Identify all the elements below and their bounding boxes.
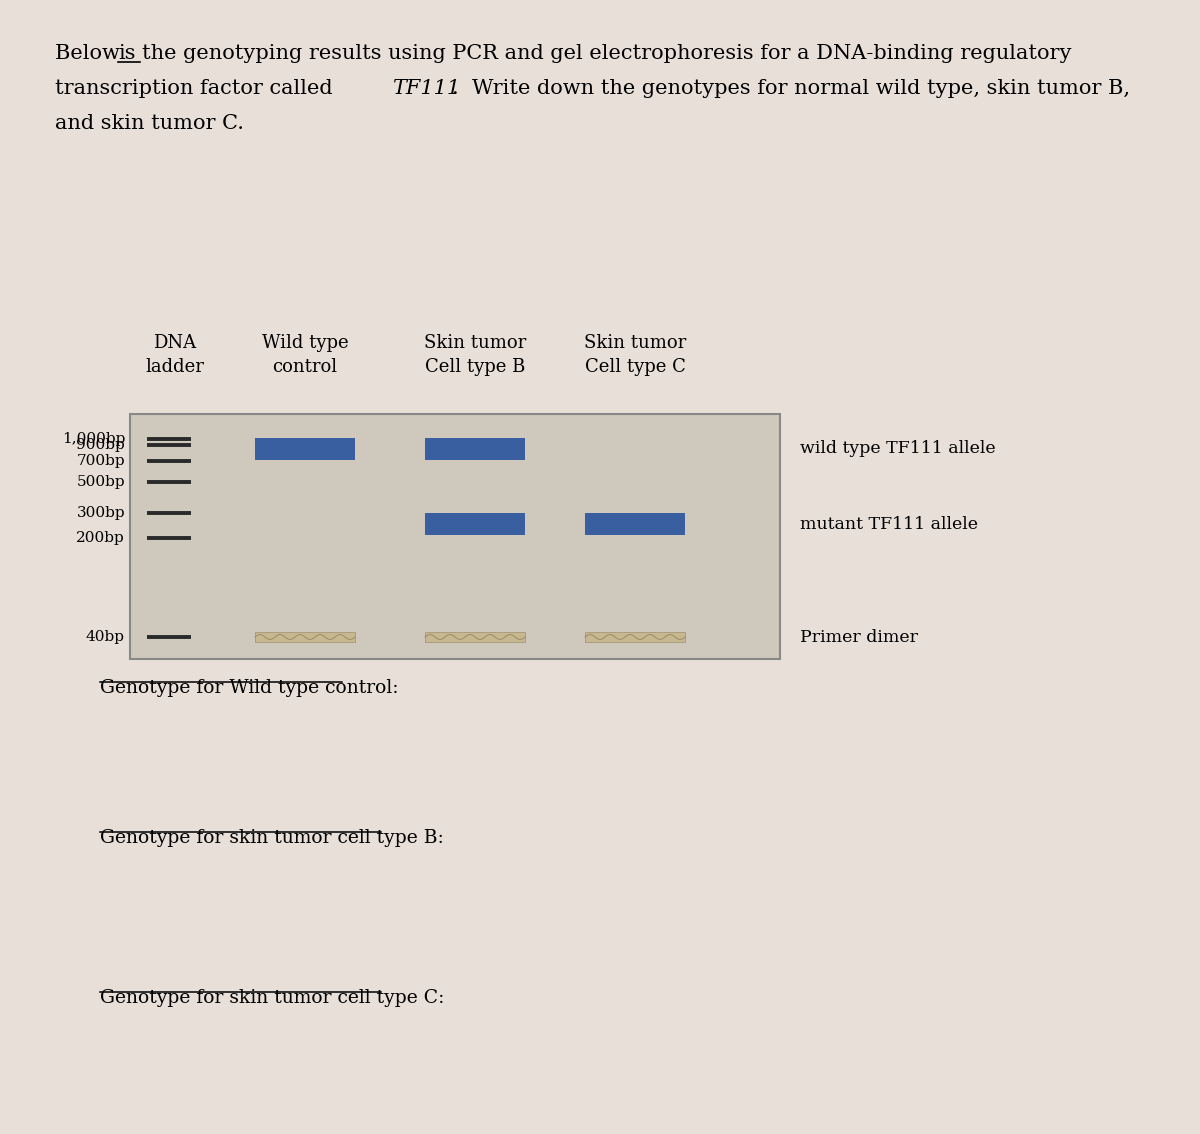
Text: Genotype for Wild type control:: Genotype for Wild type control: xyxy=(100,679,398,697)
Text: Skin tumor: Skin tumor xyxy=(424,335,526,352)
Text: and skin tumor C.: and skin tumor C. xyxy=(55,115,244,133)
Bar xyxy=(425,514,526,535)
Text: 40bp: 40bp xyxy=(86,631,125,644)
Text: transcription factor called: transcription factor called xyxy=(55,79,340,98)
Text: DNA: DNA xyxy=(154,335,197,352)
Text: mutant TF111 allele: mutant TF111 allele xyxy=(800,516,978,533)
Text: Primer dimer: Primer dimer xyxy=(800,628,918,645)
Text: wild type TF111 allele: wild type TF111 allele xyxy=(800,440,996,457)
Text: Genotype for skin tumor cell type B:: Genotype for skin tumor cell type B: xyxy=(100,829,444,847)
Text: Below: Below xyxy=(55,44,126,64)
Text: the genotyping results using PCR and gel electrophoresis for a DNA-binding regul: the genotyping results using PCR and gel… xyxy=(142,44,1072,64)
Bar xyxy=(130,414,780,659)
Text: Cell type B: Cell type B xyxy=(425,358,526,376)
Text: 700bp: 700bp xyxy=(77,454,125,468)
Text: 1,000bp: 1,000bp xyxy=(61,432,125,446)
Bar xyxy=(425,632,526,642)
Text: 900bp: 900bp xyxy=(77,439,125,452)
Text: is: is xyxy=(118,44,136,64)
Text: Cell type C: Cell type C xyxy=(584,358,685,376)
Bar xyxy=(256,632,355,642)
Text: Wild type: Wild type xyxy=(262,335,348,352)
Text: ladder: ladder xyxy=(145,358,204,376)
Bar xyxy=(586,632,685,642)
Text: 200bp: 200bp xyxy=(77,531,125,545)
Text: 500bp: 500bp xyxy=(77,475,125,489)
Text: Genotype for skin tumor cell type C:: Genotype for skin tumor cell type C: xyxy=(100,989,444,1007)
Text: .  Write down the genotypes for normal wild type, skin tumor B,: . Write down the genotypes for normal wi… xyxy=(452,79,1130,98)
Text: TF111: TF111 xyxy=(392,79,460,98)
Bar xyxy=(256,438,355,460)
Text: control: control xyxy=(272,358,337,376)
Bar xyxy=(425,438,526,460)
Bar xyxy=(586,514,685,535)
Text: 300bp: 300bp xyxy=(77,506,125,521)
Text: Skin tumor: Skin tumor xyxy=(584,335,686,352)
